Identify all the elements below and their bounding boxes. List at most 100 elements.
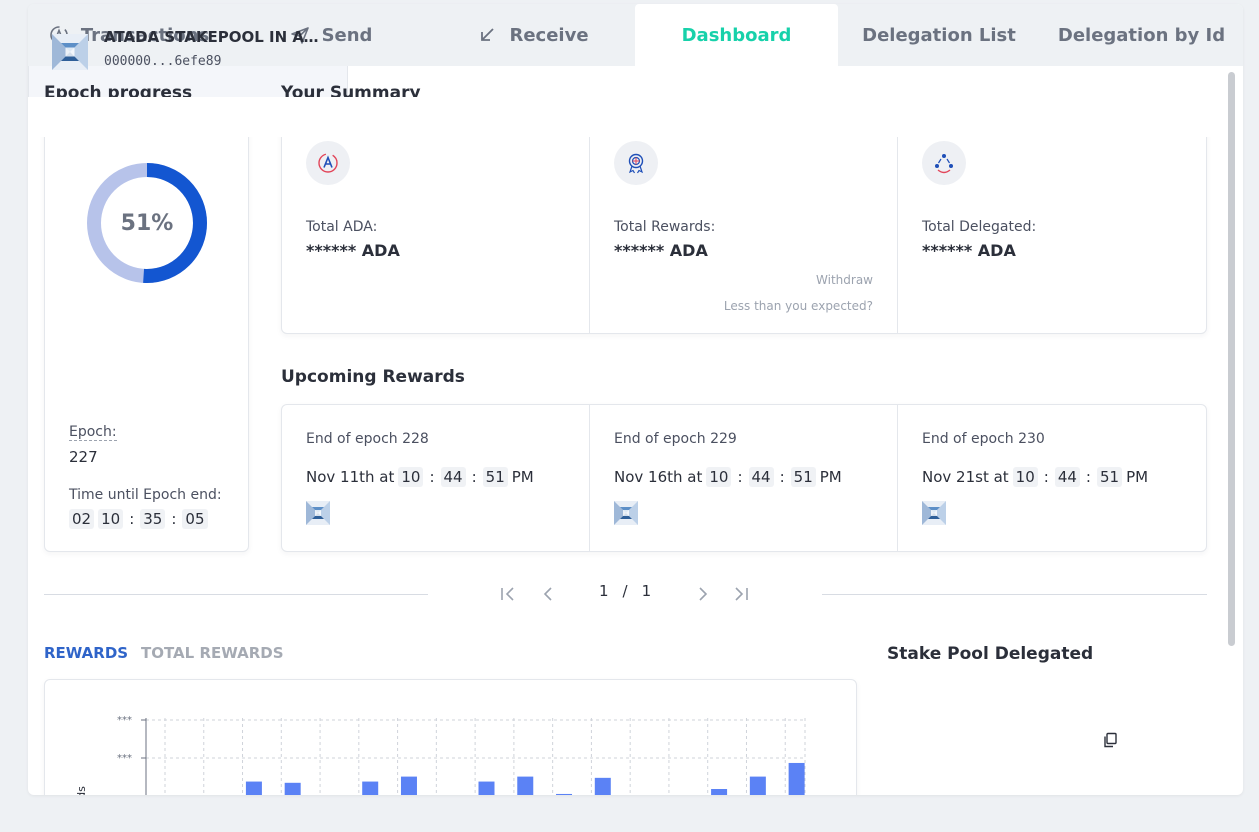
withdraw-link[interactable]: Withdraw	[816, 273, 873, 287]
reward-second: 51	[790, 467, 816, 487]
delegation-network-icon	[922, 141, 966, 185]
reward-ampm: PM	[511, 468, 534, 486]
total-delegated-value: ****** ADA	[922, 241, 1016, 260]
pagination-divider-left	[44, 594, 428, 595]
stake-pool-delegated-title: Stake Pool Delegated	[887, 644, 1094, 664]
reward-bar	[517, 776, 534, 795]
reward-date-text: Nov 11th at	[306, 468, 395, 486]
tab-send[interactable]: Send	[230, 4, 432, 66]
countdown-days: 02	[69, 509, 95, 529]
upcoming-reward-item: End of epoch 229 Nov 16th at 10 : 44 : 5…	[590, 405, 898, 551]
reward-second: 51	[1096, 467, 1123, 487]
copy-icon[interactable]	[1102, 732, 1118, 748]
tab-delegation-by-id-label: Delegation by Id	[1057, 24, 1226, 46]
ada-coin-icon	[306, 141, 350, 185]
countdown-seconds: 05	[182, 509, 208, 529]
tab-receive[interactable]: Receive	[432, 4, 634, 66]
pool-card-lower	[28, 97, 1243, 137]
reward-ampm: PM	[819, 468, 842, 486]
epoch-label: Epoch:	[69, 424, 117, 441]
reward-bar	[556, 793, 573, 795]
reward-bar	[400, 776, 417, 795]
tab-delegation-list-label: Delegation List	[862, 24, 1016, 46]
send-icon	[290, 27, 309, 44]
page-indicator: 1 / 1	[599, 582, 651, 600]
page-separator: /	[622, 582, 628, 600]
rewards-badge-icon	[614, 141, 658, 185]
time-colon: :	[1043, 468, 1049, 486]
reward-bar	[478, 781, 495, 795]
reward-bar	[749, 776, 766, 795]
summary-card: Total ADA: ****** ADA Total Rewards: ***…	[281, 120, 1207, 334]
reward-minute: 44	[748, 467, 774, 487]
reward-bar	[284, 782, 301, 795]
upcoming-rewards-card: End of epoch 228 Nov 11th at 10 : 44 : 5…	[281, 404, 1207, 552]
wallet-app: Transactions Send Receive Dashboard Dele…	[28, 4, 1243, 795]
reward-hour: 10	[398, 467, 424, 487]
reward-bar	[245, 781, 262, 795]
summary-total-delegated: Total Delegated: ****** ADA	[898, 121, 1206, 333]
epoch-progress-ring	[87, 163, 207, 283]
tab-delegation-by-id[interactable]: Delegation by Id	[1040, 4, 1243, 66]
pool-logo-icon	[306, 501, 330, 525]
epoch-countdown: 02 10 : 35 : 05	[69, 509, 208, 529]
reward-minute: 44	[1054, 467, 1080, 487]
total-pages: 1	[641, 582, 652, 600]
tab-dashboard[interactable]: Dashboard	[635, 4, 838, 66]
reward-bar	[594, 777, 611, 795]
less-than-expected-link[interactable]: Less than you expected?	[723, 299, 873, 313]
tab-transactions-label: Transactions	[80, 24, 210, 46]
countdown-colon: :	[171, 510, 177, 528]
current-page: 1	[599, 582, 609, 600]
pool-id: 000000...6efe89	[104, 54, 222, 69]
pool-logo-icon	[614, 501, 638, 525]
reward-bar	[362, 781, 379, 795]
reward-second: 51	[482, 467, 508, 487]
total-rewards-value: ****** ADA	[614, 241, 708, 260]
reward-epoch-title: End of epoch 229	[614, 431, 737, 447]
summary-total-ada: Total ADA: ****** ADA	[282, 121, 590, 333]
total-ada-label: Total ADA:	[306, 219, 378, 235]
pagination-divider-right	[822, 594, 1207, 595]
epoch-progress-card: 51% Epoch: 227 Time until Epoch end: 02 …	[44, 120, 249, 552]
total-rewards-chart-tab[interactable]: TOTAL REWARDS	[141, 644, 284, 662]
time-colon: :	[737, 468, 743, 486]
reward-ampm: PM	[1126, 468, 1149, 486]
time-colon: :	[429, 468, 435, 486]
reward-minute: 44	[440, 467, 466, 487]
tab-delegation-list[interactable]: Delegation List	[838, 4, 1040, 66]
previous-page-button[interactable]	[539, 585, 557, 603]
scrollbar[interactable]	[1228, 72, 1235, 646]
reward-date: Nov 11th at 10 : 44 : 51 PM	[306, 467, 534, 487]
reward-date-text: Nov 16th at	[614, 468, 703, 486]
reward-epoch-title: End of epoch 228	[306, 431, 429, 447]
tab-send-label: Send	[321, 24, 373, 46]
reward-bar	[711, 789, 728, 795]
time-until-epoch-end-label: Time until Epoch end:	[69, 487, 222, 503]
next-page-button[interactable]	[694, 585, 712, 603]
reward-date: Nov 21st at 10 : 44 : 51 PM	[922, 467, 1148, 487]
pool-name: ATADA STAKEPOOL IN AUSTRIA	[104, 28, 324, 46]
countdown-hours: 10	[98, 509, 124, 529]
y-axis-label: ards	[75, 786, 88, 795]
upcoming-reward-item: End of epoch 230 Nov 21st at 10 : 44 : 5…	[898, 405, 1206, 551]
chevron-left-icon	[543, 587, 552, 601]
rewards-chart: *** *** ards	[75, 715, 806, 795]
first-page-button[interactable]	[499, 585, 517, 603]
tab-bar: Transactions Send Receive Dashboard Dele…	[28, 4, 1243, 66]
tab-receive-label: Receive	[509, 24, 589, 46]
rewards-chart-tab[interactable]: REWARDS	[44, 644, 129, 662]
last-page-button[interactable]	[732, 585, 750, 603]
chevron-right-icon	[699, 587, 708, 601]
countdown-colon: :	[129, 510, 135, 528]
upcoming-rewards-title: Upcoming Rewards	[281, 367, 465, 387]
receive-icon	[481, 28, 495, 41]
reward-date-text: Nov 21st at	[922, 468, 1009, 486]
reward-hour: 10	[706, 467, 732, 487]
total-ada-value: ****** ADA	[306, 241, 400, 260]
tab-dashboard-label: Dashboard	[681, 24, 792, 46]
y-tick-label: ***	[117, 715, 132, 726]
reward-bar	[788, 762, 805, 795]
total-delegated-label: Total Delegated:	[922, 219, 1037, 235]
upcoming-reward-item: End of epoch 228 Nov 11th at 10 : 44 : 5…	[282, 405, 590, 551]
